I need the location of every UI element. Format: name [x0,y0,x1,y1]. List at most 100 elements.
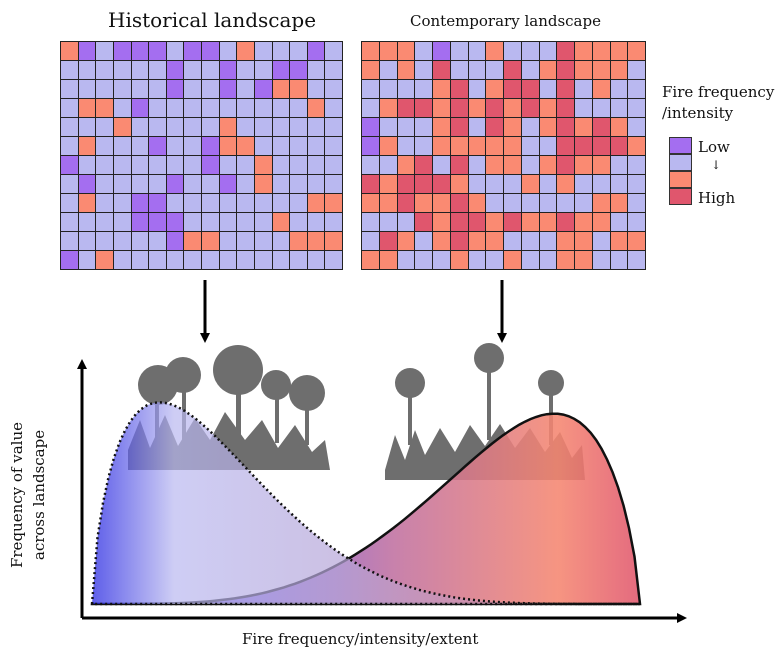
landscape-cell [184,213,201,231]
landscape-cell [61,42,78,60]
landscape-cell [504,80,521,98]
landscape-cell [504,251,521,269]
landscape-cell [184,194,201,212]
landscape-cell [575,156,592,174]
landscape-cell [96,99,113,117]
landscape-cell [254,99,272,117]
landscape-cell [307,175,325,193]
landscape-cell [362,118,379,136]
landscape-cell [504,175,521,193]
landscape-cell [450,251,468,269]
landscape-cell [628,61,645,79]
landscape-cell [628,118,645,136]
landscape-cell [504,137,521,155]
landscape-cell [433,232,450,250]
landscape-cell [131,118,149,136]
landscape-cell [307,61,325,79]
landscape-cell [166,175,184,193]
y-axis-label-line2: across landscape [30,429,48,561]
landscape-cell [272,194,290,212]
landscape-cell [362,232,379,250]
landscape-cell [362,137,379,155]
landscape-cell [557,175,574,193]
landscape-cell [237,175,254,193]
landscape-cell [628,80,645,98]
landscape-cell [166,232,184,250]
landscape-cell [237,42,254,60]
landscape-cell [166,61,184,79]
landscape-cell [202,251,219,269]
x-axis-label: Fire frequency/intensity/extent [242,630,479,648]
landscape-cell [290,175,307,193]
landscape-cell [307,194,325,212]
landscape-cell [237,156,254,174]
landscape-cell [184,118,201,136]
landscape-cell [325,156,342,174]
landscape-cell [521,175,539,193]
landscape-cell [628,251,645,269]
landscape-cell [113,156,131,174]
landscape-cell [362,61,379,79]
landscape-cell [113,251,131,269]
landscape-cell [61,213,78,231]
landscape-cell [61,80,78,98]
landscape-cell [486,118,503,136]
landscape-cell [184,80,201,98]
landscape-cell [202,118,219,136]
landscape-cell [78,194,96,212]
landscape-cell [379,137,397,155]
landscape-cell [202,42,219,60]
y-axis-label-line1: Frequency of value [8,422,26,569]
landscape-cell [307,137,325,155]
landscape-cell [202,232,219,250]
landscape-cell [219,118,237,136]
landscape-cell [575,99,592,117]
landscape-cell [113,42,131,60]
landscape-cell [592,118,610,136]
landscape-cell [397,232,415,250]
landscape-cell [61,194,78,212]
landscape-cell [131,42,149,60]
landscape-cell [307,232,325,250]
landscape-cell [575,118,592,136]
landscape-cell [486,61,503,79]
landscape-cell [362,80,379,98]
landscape-cell [610,156,628,174]
landscape-cell [433,175,450,193]
landscape-cell [415,118,432,136]
landscape-cell [450,194,468,212]
landscape-cell [468,251,486,269]
landscape-cell [149,80,166,98]
landscape-cell [290,118,307,136]
landscape-cell [468,118,486,136]
landscape-cell [397,251,415,269]
landscape-cell [468,42,486,60]
landscape-cell [557,80,574,98]
landscape-cell [628,175,645,193]
landscape-cell [504,61,521,79]
landscape-cell [539,251,557,269]
landscape-cell [202,194,219,212]
landscape-cell [504,118,521,136]
landscape-cell [219,61,237,79]
landscape-cell [325,175,342,193]
landscape-cell [397,99,415,117]
landscape-cell [96,175,113,193]
landscape-cell [468,213,486,231]
landscape-cell [415,42,432,60]
landscape-cell [149,61,166,79]
landscape-cell [61,61,78,79]
landscape-cell [557,194,574,212]
landscape-cell [219,175,237,193]
legend-swatch-lowest [669,137,692,154]
landscape-cell [575,80,592,98]
landscape-cell [202,213,219,231]
landscape-cell [166,99,184,117]
landscape-cell [272,137,290,155]
landscape-cell [202,61,219,79]
landscape-cell [78,118,96,136]
landscape-cell [592,61,610,79]
landscape-cell [272,42,290,60]
landscape-cell [450,42,468,60]
landscape-cell [184,232,201,250]
